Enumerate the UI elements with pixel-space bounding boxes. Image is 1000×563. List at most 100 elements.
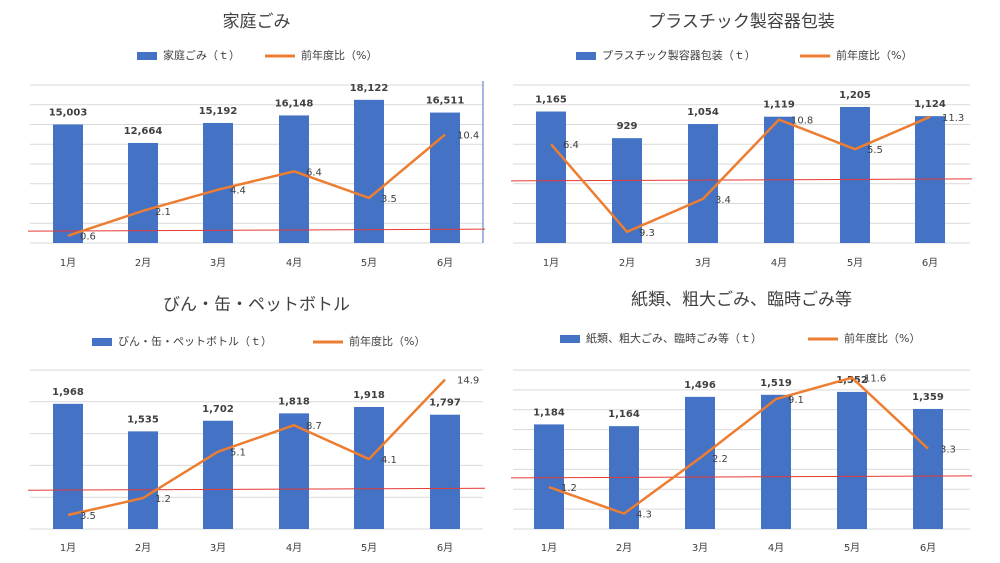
ratio-value-label: 3.5 [381, 194, 397, 205]
ratio-line [67, 378, 446, 517]
ratio-value-label: 1.2 [561, 483, 577, 494]
x-tick-label: 6月 [920, 542, 936, 554]
x-tick-label: 1月 [60, 257, 76, 269]
x-tick-label: 4月 [768, 542, 784, 554]
bar-value-label: 1,164 [608, 409, 640, 420]
ratio-value-label: 11.3 [942, 113, 964, 124]
ratio-value-label: 5.5 [867, 145, 883, 156]
bar-value-label: 12,664 [124, 126, 163, 137]
bar [128, 142, 158, 243]
bar [688, 124, 718, 243]
ratio-line [550, 115, 931, 234]
bar [612, 138, 642, 243]
legend-bar-label: プラスチック製容器包装（ｔ） [602, 48, 756, 62]
ratio-value-label: 3.3 [940, 445, 956, 456]
bar [685, 396, 715, 529]
x-tick-label: 5月 [361, 542, 377, 554]
x-tick-label: 1月 [543, 257, 559, 269]
x-tick-label: 2月 [616, 542, 632, 554]
bar-value-label: 18,122 [350, 83, 389, 94]
ratio-value-label: 4.3 [636, 510, 652, 521]
x-tick-label: 5月 [847, 257, 863, 269]
legend-bar-label: びん・缶・ペットボトル（ｔ） [118, 334, 272, 348]
x-tick-label: 4月 [286, 257, 302, 269]
line-series: 0.6 2.1 4.4 6.4 3.5 10.4 [67, 131, 479, 243]
gridlines [513, 84, 970, 244]
x-tick-label: 1月 [60, 542, 76, 554]
ratio-value-label: 6.4 [563, 140, 579, 151]
ratio-value-label: 11.6 [864, 374, 886, 385]
gridlines [30, 84, 483, 244]
bar-value-label: 16,511 [426, 96, 465, 107]
ratio-value-label: 4.1 [381, 455, 397, 466]
bar-value-label: 1,552 [836, 375, 868, 386]
x-tick-label: 3月 [210, 257, 226, 269]
bar-value-label: 1,165 [535, 95, 567, 106]
bar [203, 122, 233, 243]
chart-title: 紙類、粗大ごみ、臨時ごみ等 [631, 290, 852, 310]
bar-series: 1,184 1,164 1,496 1,519 1,552 1,359 [533, 375, 944, 529]
bar-value-label: 1,205 [839, 90, 871, 101]
bar [761, 394, 791, 529]
ratio-value-label: 10.4 [457, 131, 479, 142]
bar-value-label: 1,968 [52, 387, 84, 398]
gridlines [513, 369, 970, 530]
bar-value-label: 1,918 [353, 390, 385, 401]
bar [53, 124, 83, 243]
zero-line [510, 475, 973, 479]
x-tick-label: 2月 [619, 257, 635, 269]
ratio-value-label: 3.5 [80, 511, 96, 522]
legend: びん・缶・ペットボトル（ｔ） 前年度比（%） [92, 334, 425, 348]
bar [279, 115, 309, 243]
bar-value-label: 15,003 [49, 107, 88, 118]
legend: プラスチック製容器包装（ｔ） 前年度比（%） [576, 48, 912, 62]
x-axis-labels: 1月 2月 3月 4月 5月 6月 [543, 257, 938, 269]
ratio-value-label: 2.1 [155, 207, 171, 218]
x-tick-label: 3月 [210, 542, 226, 554]
legend-bar-swatch [560, 335, 580, 343]
bar [837, 391, 867, 529]
legend: 家庭ごみ（ｔ） 前年度比（%） [137, 48, 377, 62]
ratio-value-label: 9.1 [788, 395, 804, 406]
bar-value-label: 1,359 [912, 392, 944, 403]
legend-line-label: 前年度比（%） [301, 48, 377, 62]
x-tick-label: 6月 [437, 542, 453, 554]
x-tick-label: 6月 [922, 257, 938, 269]
bar [534, 424, 564, 529]
x-tick-label: 3月 [695, 257, 711, 269]
line-series: 6.4 9.3 3.4 10.8 5.5 11.3 [550, 113, 964, 239]
bar-value-label: 15,192 [199, 106, 238, 117]
bar-value-label: 1,702 [202, 404, 234, 415]
legend-bar-label: 紙類、粗大ごみ、臨時ごみ等（ｔ） [586, 331, 762, 345]
chart-title: 家庭ごみ [223, 12, 291, 32]
ratio-value-label: 8.7 [306, 421, 322, 432]
legend-bar-swatch [576, 52, 596, 60]
bar [354, 99, 384, 243]
bar [53, 403, 83, 529]
ratio-value-label: 2.2 [712, 454, 728, 465]
x-axis-labels: 1月 2月 3月 4月 5月 6月 [60, 257, 453, 269]
x-axis-labels: 1月 2月 3月 4月 5月 6月 [541, 542, 936, 554]
legend-bar-label: 家庭ごみ（ｔ） [163, 48, 240, 62]
ratio-value-label: 1.2 [155, 494, 171, 505]
x-tick-label: 2月 [135, 542, 151, 554]
ratio-value-label: 0.6 [80, 232, 96, 243]
bar-value-label: 1,124 [914, 99, 946, 110]
legend-line-label: 前年度比（%） [349, 334, 425, 348]
legend-bar-swatch [137, 52, 157, 60]
bar [128, 431, 158, 529]
legend-line-label: 前年度比（%） [844, 331, 920, 345]
x-tick-label: 6月 [437, 257, 453, 269]
chart-title: プラスチック製容器包装 [648, 12, 835, 32]
bar [430, 112, 460, 243]
bar [840, 107, 870, 243]
bar [203, 420, 233, 529]
bar-series: 1,165 929 1,054 1,119 1,205 1,124 [535, 90, 946, 244]
x-tick-label: 5月 [361, 257, 377, 269]
line-series: 1.2 4.3 2.2 9.1 11.6 3.3 [548, 374, 956, 521]
zero-line [510, 178, 973, 182]
x-tick-label: 3月 [692, 542, 708, 554]
